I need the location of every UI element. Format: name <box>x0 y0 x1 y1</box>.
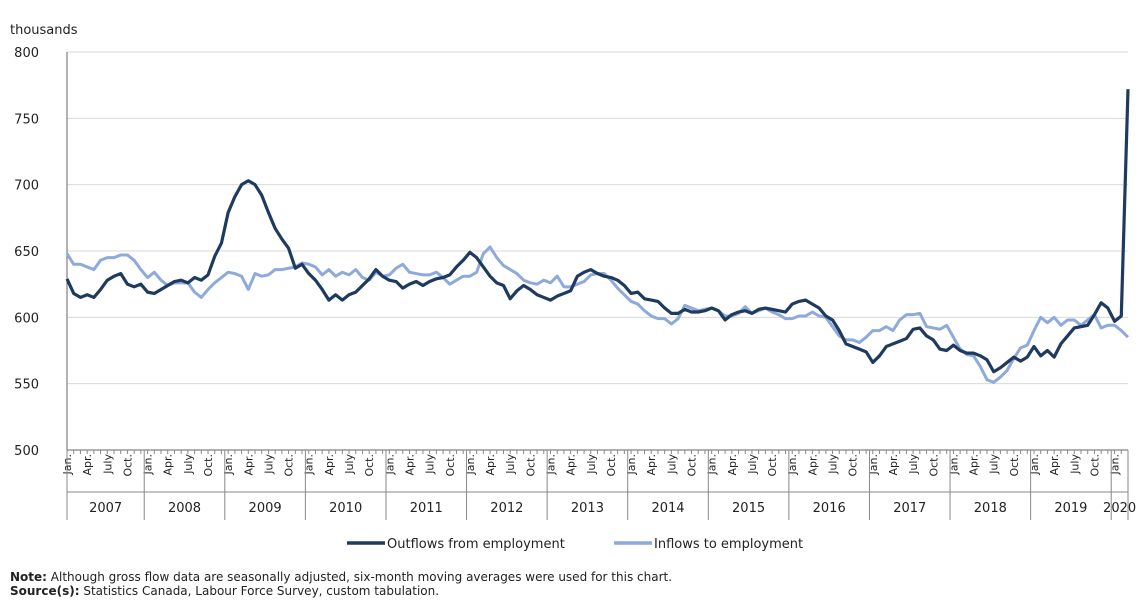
x-month-label: Oct. <box>1088 454 1101 477</box>
year-label: 2010 <box>329 501 362 516</box>
legend-label: Outflows from employment <box>387 537 565 552</box>
note-label: Note: <box>10 570 47 584</box>
y-tick-label: 750 <box>14 112 39 127</box>
x-month-label: July <box>343 454 356 475</box>
x-month-label: Jan. <box>383 454 396 475</box>
x-month-label: Jan. <box>464 454 477 475</box>
x-month-label: Jan. <box>222 454 235 475</box>
year-label: 2017 <box>893 501 926 516</box>
source-line: Source(s): Statistics Canada, Labour For… <box>10 584 672 598</box>
series-line-outflows-from-employment <box>65 89 1130 374</box>
x-month-label: Apr. <box>806 454 819 476</box>
x-month-label: July <box>907 454 920 475</box>
x-month-label: Oct. <box>363 454 376 477</box>
x-month-label: Jan. <box>1028 454 1041 475</box>
year-label: 2013 <box>571 501 604 516</box>
year-label: 2011 <box>410 501 443 516</box>
x-month-label: July <box>1068 454 1081 475</box>
y-axis: 500 550 600 650 700 750 800 <box>14 46 68 459</box>
series-lines <box>65 89 1130 384</box>
y-tick-label: 550 <box>14 378 39 393</box>
x-month-label: Jan. <box>1109 454 1122 475</box>
source-text: Statistics Canada, Labour Force Survey, … <box>79 584 440 598</box>
legend-label: Inflows to employment <box>654 537 803 552</box>
gridlines <box>67 51 1128 451</box>
year-label: 2014 <box>651 501 684 516</box>
x-month-label: Apr. <box>1048 454 1061 476</box>
x-month-label: Oct. <box>847 454 860 477</box>
x-month-label: Apr. <box>887 454 900 476</box>
year-label: 2012 <box>490 501 523 516</box>
x-month-label: July <box>665 454 678 475</box>
year-label: 2018 <box>974 501 1007 516</box>
source-label: Source(s): <box>10 584 80 598</box>
x-month-label: July <box>746 454 759 475</box>
x-month-label: Jan. <box>625 454 638 475</box>
x-month-label: Jan. <box>142 454 155 475</box>
series-line-inflows-to-employment <box>65 245 1130 384</box>
line-chart: thousands 500 550 600 650 700 750 800 Jan. Apr.… <box>10 23 1136 552</box>
year-label: 2008 <box>168 501 201 516</box>
chart-notes: Note: Although gross flow data are seaso… <box>10 570 672 598</box>
year-label: 2009 <box>249 501 282 516</box>
legend: Outflows from employment Inflows to emplo… <box>347 537 803 552</box>
y-tick-label: 600 <box>14 311 39 326</box>
x-month-label: July <box>827 454 840 475</box>
x-month-label: Apr. <box>645 454 658 476</box>
x-month-label: Jan. <box>947 454 960 475</box>
year-label: 2016 <box>813 501 846 516</box>
y-tick-label: 700 <box>14 179 39 194</box>
year-label: 2019 <box>1054 501 1087 516</box>
year-label: 2020 <box>1103 501 1136 516</box>
x-month-label: Oct. <box>1008 454 1021 477</box>
x-axis: Jan. Apr. July Oct. Jan. Apr. July Oct. Jan. Apr.… <box>61 450 1136 520</box>
y-tick-label: 500 <box>14 444 39 459</box>
x-month-label: Jan. <box>786 454 799 475</box>
x-month-label: July <box>504 454 517 475</box>
note-line: Note: Although gross flow data are seaso… <box>10 570 672 584</box>
x-month-label: Oct. <box>283 454 296 477</box>
note-text: Although gross flow data are seasonally … <box>46 570 673 584</box>
x-month-label: Jan. <box>706 454 719 475</box>
x-month-label: Apr. <box>403 454 416 476</box>
x-month-label: Oct. <box>524 454 537 477</box>
x-month-label: July <box>988 454 1001 475</box>
x-month-label: July <box>424 454 437 475</box>
x-month-label: Jan. <box>867 454 880 475</box>
x-month-label: Oct. <box>686 454 699 477</box>
x-month-label: Oct. <box>605 454 618 477</box>
x-month-label: Jan. <box>303 454 316 475</box>
x-month-label: July <box>585 454 598 475</box>
x-month-label: July <box>182 454 195 475</box>
x-month-label: July <box>101 454 114 475</box>
x-month-label: Oct. <box>927 454 940 477</box>
y-tick-label: 650 <box>14 245 39 260</box>
x-month-label: Apr. <box>242 454 255 476</box>
top-accent-bar <box>0 0 1137 4</box>
x-month-label: Oct. <box>444 454 457 477</box>
x-month-label: Apr. <box>484 454 497 476</box>
x-month-label: Apr. <box>726 454 739 476</box>
x-month-label: July <box>262 454 275 475</box>
x-month-label: Jan. <box>544 454 557 475</box>
year-label: 2015 <box>732 501 765 516</box>
x-month-label: Oct. <box>202 454 215 477</box>
year-label: 2007 <box>89 501 122 516</box>
x-month-label: Apr. <box>323 454 336 476</box>
x-month-label: Apr. <box>162 454 175 476</box>
x-month-label: Apr. <box>565 454 578 476</box>
y-axis-unit-label: thousands <box>10 23 78 38</box>
x-month-label: Apr. <box>968 454 981 476</box>
y-tick-label: 800 <box>14 46 39 61</box>
x-month-label: Oct. <box>766 454 779 477</box>
x-month-label: Oct. <box>121 454 134 477</box>
x-month-label: Apr. <box>81 454 94 476</box>
